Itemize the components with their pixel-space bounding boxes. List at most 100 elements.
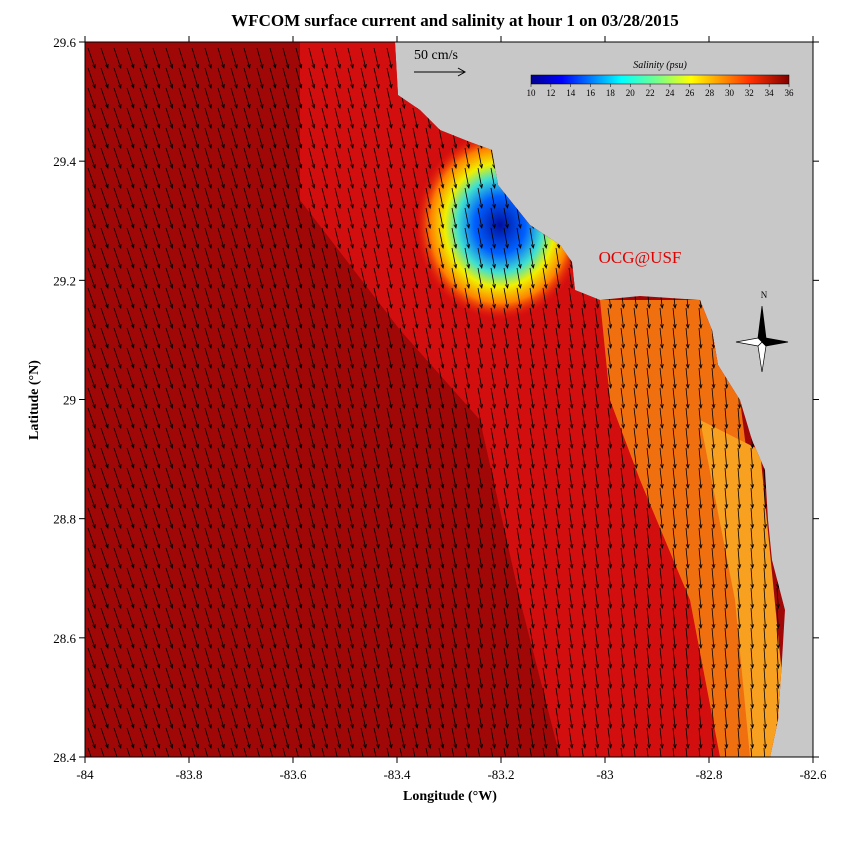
- current-vector: [113, 87, 122, 109]
- current-vector: [529, 507, 535, 530]
- current-vector: [139, 587, 148, 609]
- current-vector: [230, 227, 238, 249]
- current-vector: [165, 607, 174, 629]
- current-vector: [633, 567, 638, 590]
- current-vector: [633, 447, 638, 470]
- current-vector: [763, 487, 768, 510]
- current-vector: [230, 647, 238, 669]
- current-vector: [282, 47, 290, 69]
- current-vector: [659, 527, 664, 550]
- current-vector: [126, 687, 135, 709]
- current-vector: [438, 687, 445, 710]
- current-vector: [360, 87, 367, 109]
- current-vector: [685, 407, 690, 430]
- current-vector: [607, 567, 613, 590]
- current-vector: [87, 747, 96, 757]
- current-vector: [321, 67, 329, 89]
- current-vector: [256, 267, 264, 289]
- current-vector: [165, 187, 174, 209]
- current-vector: [698, 687, 703, 710]
- current-vector: [633, 427, 638, 450]
- current-vector: [165, 447, 174, 469]
- current-vector: [386, 267, 393, 290]
- current-vector: [308, 247, 316, 269]
- current-vector: [464, 287, 471, 310]
- current-vector: [126, 627, 135, 649]
- current-vector: [607, 447, 613, 470]
- current-vector: [568, 727, 574, 750]
- current-vector: [607, 627, 613, 650]
- current-vector: [217, 427, 225, 449]
- current-vector: [529, 607, 535, 630]
- current-vector: [347, 667, 354, 689]
- current-vector: [87, 487, 96, 509]
- current-vector: [646, 327, 651, 350]
- current-vector: [555, 587, 561, 610]
- current-vector: [464, 647, 471, 670]
- current-vector: [672, 667, 677, 690]
- current-vector: [334, 687, 341, 709]
- current-vector: [490, 667, 496, 690]
- current-vector: [360, 187, 367, 209]
- current-vector: [412, 407, 419, 430]
- current-vector: [386, 127, 393, 150]
- current-vector: [243, 727, 251, 749]
- current-vector: [139, 227, 148, 249]
- current-vector: [451, 447, 458, 470]
- current-vector: [438, 727, 445, 750]
- current-vector: [581, 707, 587, 730]
- current-vector: [750, 667, 755, 690]
- current-vector: [295, 647, 303, 669]
- current-vector: [256, 327, 264, 349]
- current-vector: [529, 447, 535, 470]
- current-vector: [685, 327, 690, 350]
- current-vector: [347, 367, 354, 389]
- current-vector: [100, 427, 109, 449]
- current-vector: [360, 307, 367, 329]
- current-vector: [594, 507, 600, 530]
- current-vector: [477, 347, 484, 370]
- current-vector: [100, 467, 109, 489]
- current-vector: [659, 647, 664, 670]
- current-vector: [152, 347, 161, 369]
- current-vector: [451, 387, 458, 410]
- current-vector: [230, 607, 238, 629]
- current-vector: [308, 547, 316, 569]
- current-vector: [763, 687, 768, 710]
- current-vector: [347, 347, 354, 369]
- current-vector: [269, 607, 277, 629]
- current-vector: [373, 367, 380, 390]
- current-vector: [360, 647, 367, 669]
- current-vector: [126, 587, 135, 609]
- current-vector: [399, 687, 406, 710]
- current-vector: [347, 747, 354, 757]
- current-vector: [542, 507, 548, 530]
- current-vector: [295, 747, 303, 757]
- current-vector: [282, 407, 290, 429]
- current-vector: [230, 387, 238, 409]
- current-vector: [464, 387, 471, 410]
- current-vector: [139, 207, 148, 229]
- current-vector: [659, 367, 664, 390]
- current-vector: [763, 607, 768, 630]
- current-vector: [243, 287, 251, 309]
- current-vector: [334, 487, 341, 509]
- current-vector: [607, 387, 613, 410]
- current-vector: [321, 667, 329, 689]
- current-vector: [646, 587, 651, 610]
- current-vector: [204, 507, 212, 529]
- current-vector: [659, 427, 664, 450]
- current-vector: [581, 587, 587, 610]
- current-vector: [685, 667, 690, 690]
- current-vector: [126, 87, 135, 109]
- current-vector: [438, 467, 445, 490]
- current-vector: [542, 487, 548, 510]
- current-vector: [178, 147, 187, 169]
- current-vector: [295, 687, 303, 709]
- current-vector: [646, 607, 651, 630]
- current-vector: [100, 367, 109, 389]
- current-vector: [711, 747, 716, 757]
- current-vector: [347, 247, 354, 269]
- current-vector: [490, 487, 496, 510]
- current-vector: [490, 547, 496, 570]
